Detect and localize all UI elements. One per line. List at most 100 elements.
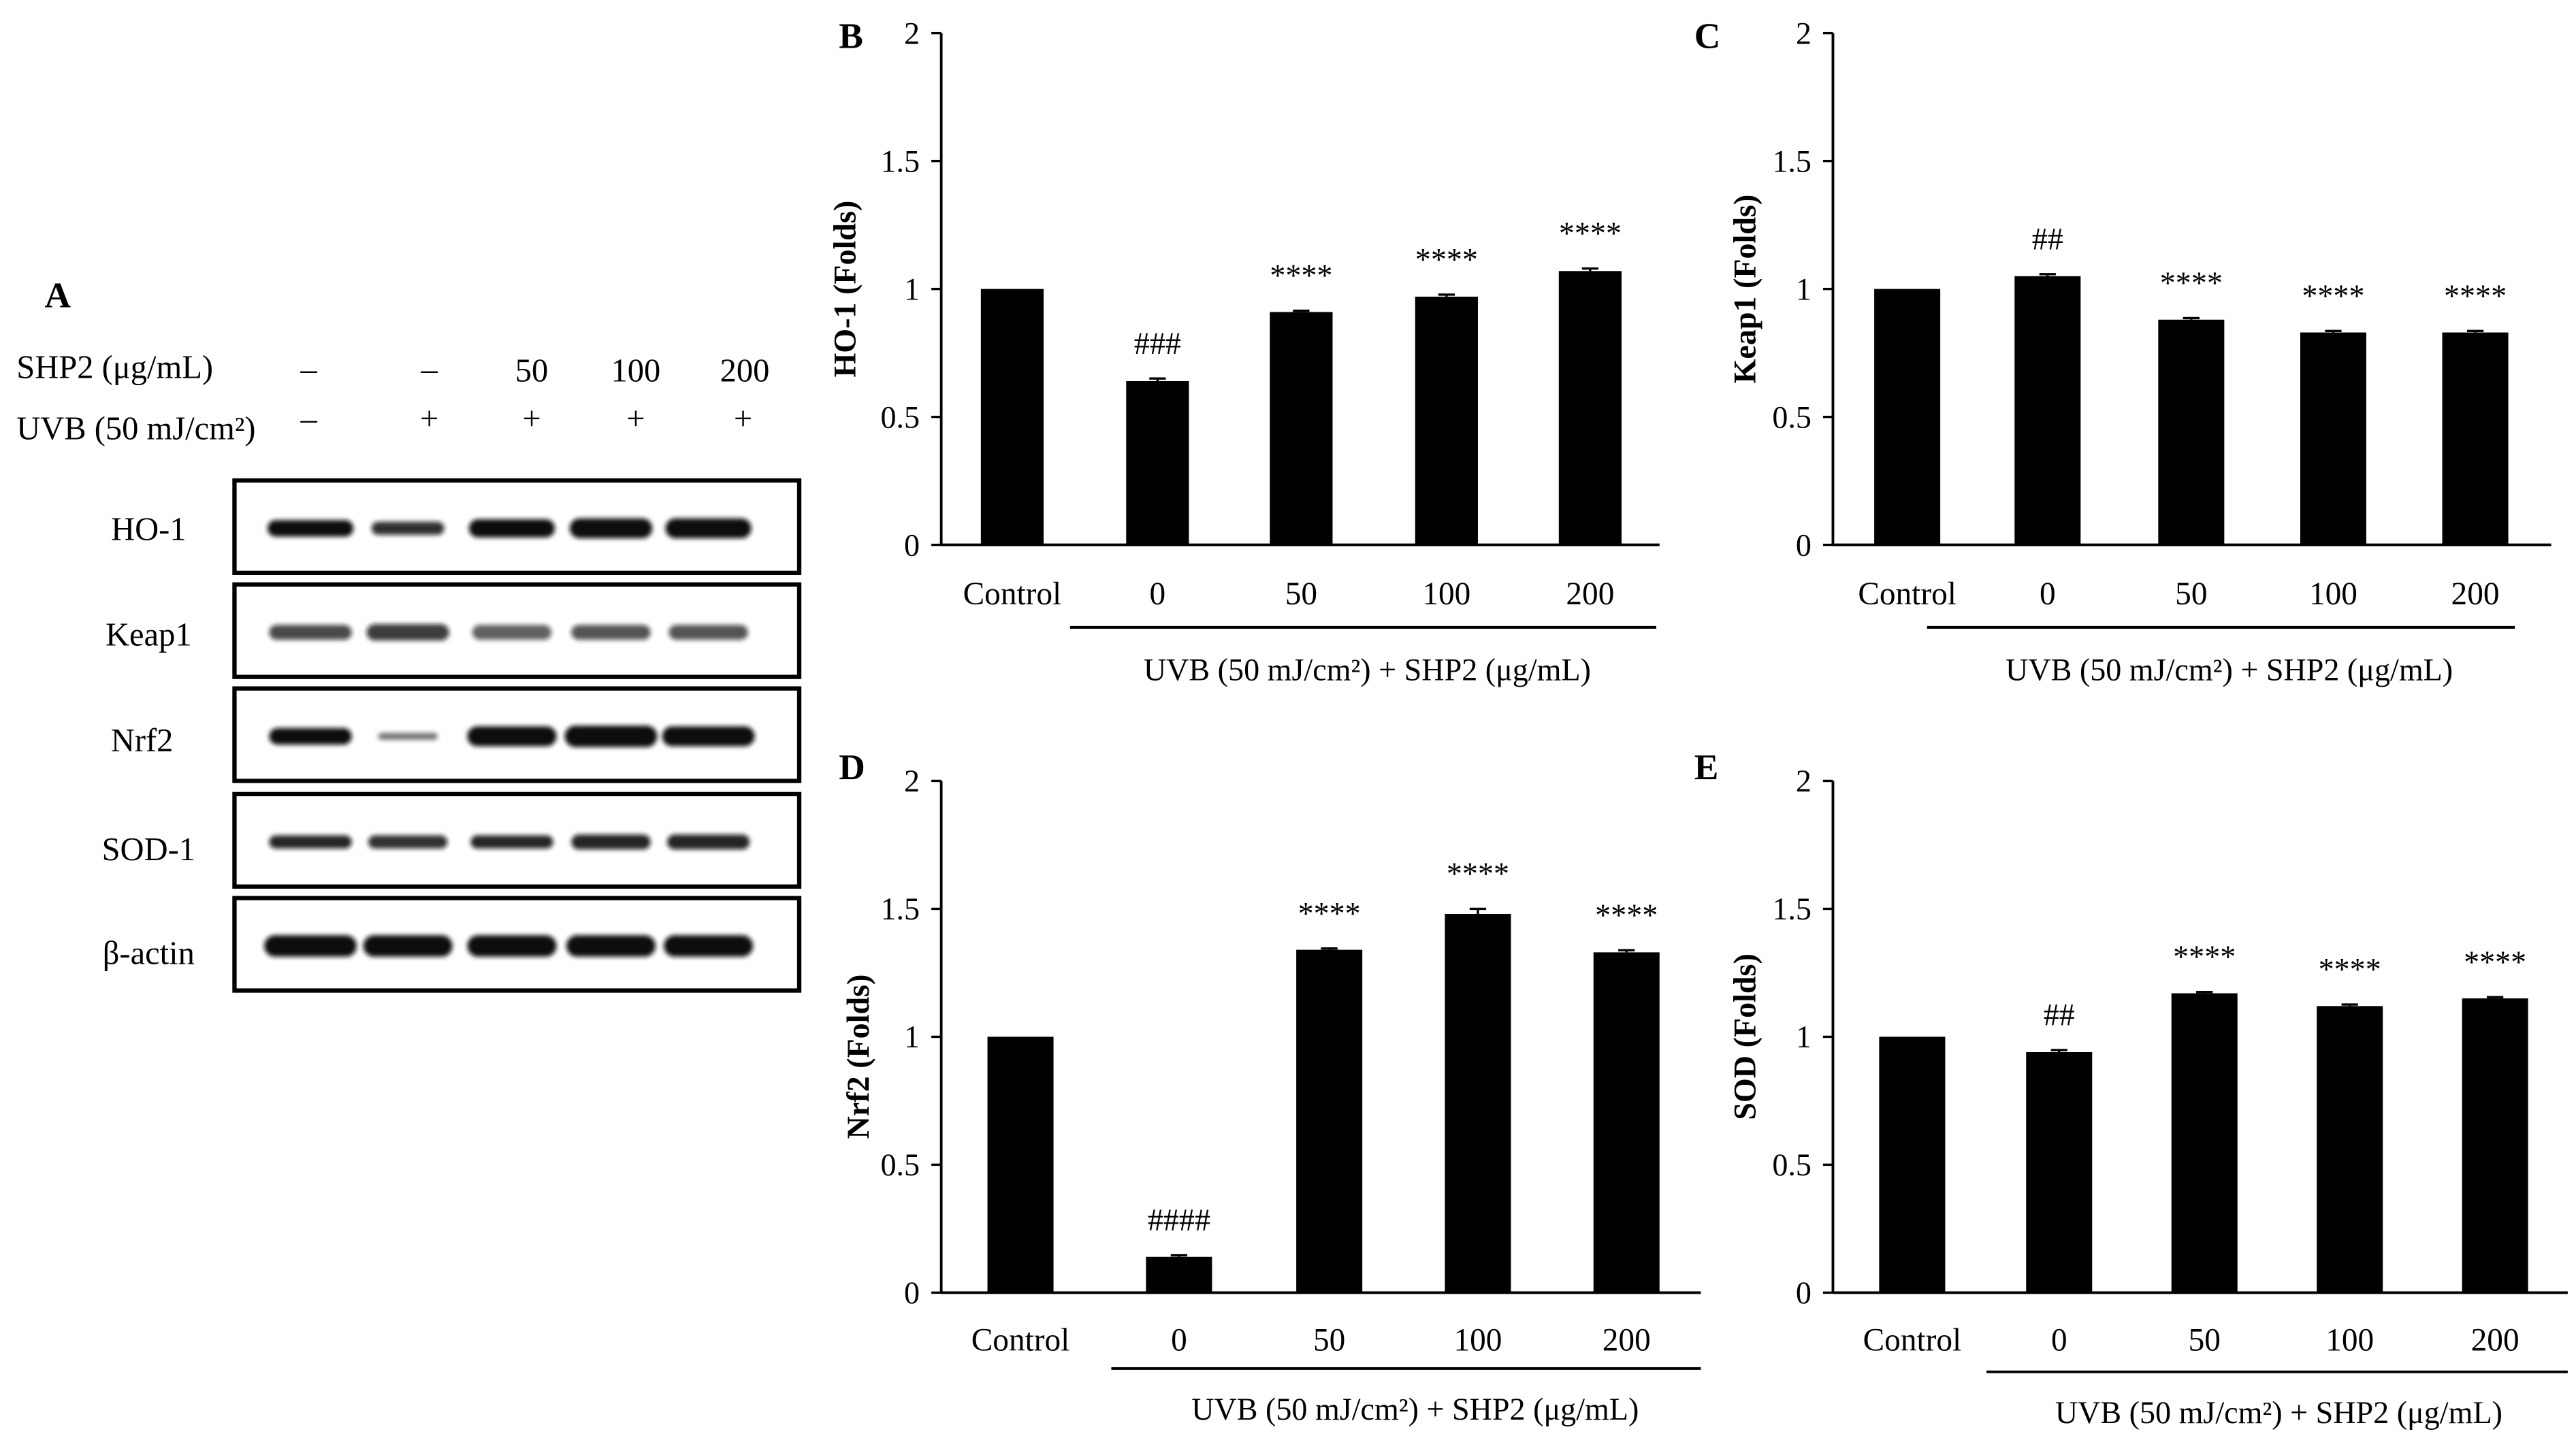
shp2-value: 200 xyxy=(720,353,770,389)
significance-label: ### xyxy=(1134,326,1181,361)
shp2-value: – xyxy=(300,351,317,387)
chart-panel-d: D 0 0.5 1 1.5 2 Control #### 0 **** 50 **** 100 **** 2… xyxy=(839,747,1701,1426)
y-tick-label: 1 xyxy=(1796,1019,1812,1054)
blot-band xyxy=(669,625,748,640)
shp2-row-label: SHP2 (μg/mL) xyxy=(16,350,213,386)
significance-label: **** xyxy=(2173,939,2236,974)
shp2-value: 100 xyxy=(611,353,660,389)
blot-band xyxy=(665,518,752,538)
y-tick-label: 2 xyxy=(904,16,920,50)
x-tick-label: 200 xyxy=(1603,1322,1651,1358)
blot-row-label: HO-1 xyxy=(111,511,186,547)
blot-band xyxy=(571,834,651,850)
x-tick-label: 200 xyxy=(1566,576,1614,612)
bar-0 xyxy=(1146,1256,1212,1293)
significance-label: ## xyxy=(2032,221,2063,256)
blot-band xyxy=(468,519,556,538)
panel-label: A xyxy=(44,274,71,315)
y-tick-label: 1 xyxy=(904,1019,920,1054)
significance-label: **** xyxy=(2302,278,2364,313)
bar-50 xyxy=(1270,312,1333,545)
chart-panel-c: C 0 0.5 1 1.5 2 Control ## 0 **** 50 **** 100 **** 200… xyxy=(1694,15,2551,687)
y-axis-title: SOD (Folds) xyxy=(1727,953,1762,1120)
shp2-value: 50 xyxy=(515,353,549,389)
blot-band xyxy=(569,518,653,538)
significance-label: **** xyxy=(1447,856,1509,891)
x-tick-label: 50 xyxy=(2175,576,2207,612)
x-tick-label: 100 xyxy=(1453,1322,1502,1358)
significance-label: **** xyxy=(2464,945,2526,979)
bar-0 xyxy=(2026,1051,2093,1293)
blot-band xyxy=(472,625,552,640)
x-axis-title: UVB (50 mJ/cm²) + SHP2 (μg/mL) xyxy=(1144,652,1591,687)
significance-label: **** xyxy=(1298,896,1361,930)
y-tick-label: 1.5 xyxy=(1772,892,1812,926)
x-tick-label: 50 xyxy=(2189,1322,2221,1358)
x-tick-label: Control xyxy=(971,1322,1070,1358)
blot-band xyxy=(664,935,754,957)
blot-band xyxy=(368,835,448,849)
blot-band xyxy=(662,726,755,747)
x-tick-label: 50 xyxy=(1313,1322,1345,1358)
bar-control xyxy=(987,1036,1054,1293)
x-axis-title: UVB (50 mJ/cm²) + SHP2 (μg/mL) xyxy=(2055,1395,2502,1430)
x-tick-label: 200 xyxy=(2471,1322,2519,1358)
panel-label: E xyxy=(1694,747,1719,787)
blot-band xyxy=(269,728,352,745)
x-tick-label: 100 xyxy=(1422,576,1470,612)
x-tick-label: 0 xyxy=(2051,1322,2067,1358)
y-tick-label: 2 xyxy=(904,764,920,798)
x-tick-label: 100 xyxy=(2325,1322,2374,1358)
blot-band xyxy=(564,725,658,747)
bar-200 xyxy=(1593,952,1660,1293)
x-tick-label: 0 xyxy=(1150,576,1166,612)
blot-band xyxy=(269,835,352,849)
blot-bands xyxy=(264,518,755,957)
y-tick-label: 1.5 xyxy=(880,144,920,178)
x-tick-label: 0 xyxy=(2040,576,2056,612)
bar-control xyxy=(1874,289,1941,545)
uvb-value: + xyxy=(626,401,645,437)
y-tick-label: 2 xyxy=(1796,764,1812,798)
chart-panel-e: E 0 0.5 1 1.5 2 Control ## 0 **** 50 **** 100 **** 200… xyxy=(1694,747,2568,1430)
blot-row-label: β-actin xyxy=(103,936,195,972)
x-tick-label: 200 xyxy=(2451,576,2500,612)
y-tick-label: 1.5 xyxy=(880,892,920,926)
uvb-value: + xyxy=(420,401,438,437)
bar-200 xyxy=(2442,332,2509,545)
blot-row-label: Nrf2 xyxy=(111,723,174,759)
bar-0 xyxy=(1126,380,1189,545)
y-tick-label: 0.5 xyxy=(880,1147,920,1182)
bar-charts: B00.511.52Control###0****50****100****20… xyxy=(827,15,2568,1430)
blot-band xyxy=(371,521,445,536)
x-tick-label: Control xyxy=(963,576,1062,612)
blot-band xyxy=(366,624,449,641)
bar-0 xyxy=(2014,276,2081,545)
y-tick-label: 1 xyxy=(904,272,920,306)
panel-label: D xyxy=(839,747,865,787)
blot-band xyxy=(566,935,656,957)
y-axis-title: HO-1 (Folds) xyxy=(827,201,862,378)
significance-label: #### xyxy=(1148,1203,1210,1237)
bar-100 xyxy=(1415,296,1478,545)
y-axis-title: Keap1 (Folds) xyxy=(1727,195,1762,384)
western-blot-panel: A SHP2 (μg/mL) – – 50 100 200 UVB (50 mJ… xyxy=(16,274,802,993)
significance-label: **** xyxy=(2160,265,2223,300)
x-tick-label: Control xyxy=(1863,1322,1962,1358)
y-tick-label: 0.5 xyxy=(1772,399,1812,434)
y-tick-label: 0 xyxy=(904,527,920,562)
bar-50 xyxy=(1296,949,1363,1293)
blot-band xyxy=(264,935,357,957)
y-tick-label: 1.5 xyxy=(1772,144,1812,178)
blot-band xyxy=(363,935,453,957)
bar-100 xyxy=(2317,1006,2383,1293)
uvb-value: + xyxy=(522,401,541,437)
y-tick-label: 0 xyxy=(1796,527,1812,562)
x-axis-title: UVB (50 mJ/cm²) + SHP2 (μg/mL) xyxy=(1191,1392,1639,1426)
significance-label: **** xyxy=(2319,952,2381,987)
x-axis-title: UVB (50 mJ/cm²) + SHP2 (μg/mL) xyxy=(2006,652,2453,687)
x-tick-label: Control xyxy=(1858,576,1957,612)
bar-100 xyxy=(2300,332,2366,545)
chart-panel-b: B 0 0.5 1 1.5 2 Control ### 0 **** 50 **** 100 **** 20… xyxy=(827,15,1660,687)
